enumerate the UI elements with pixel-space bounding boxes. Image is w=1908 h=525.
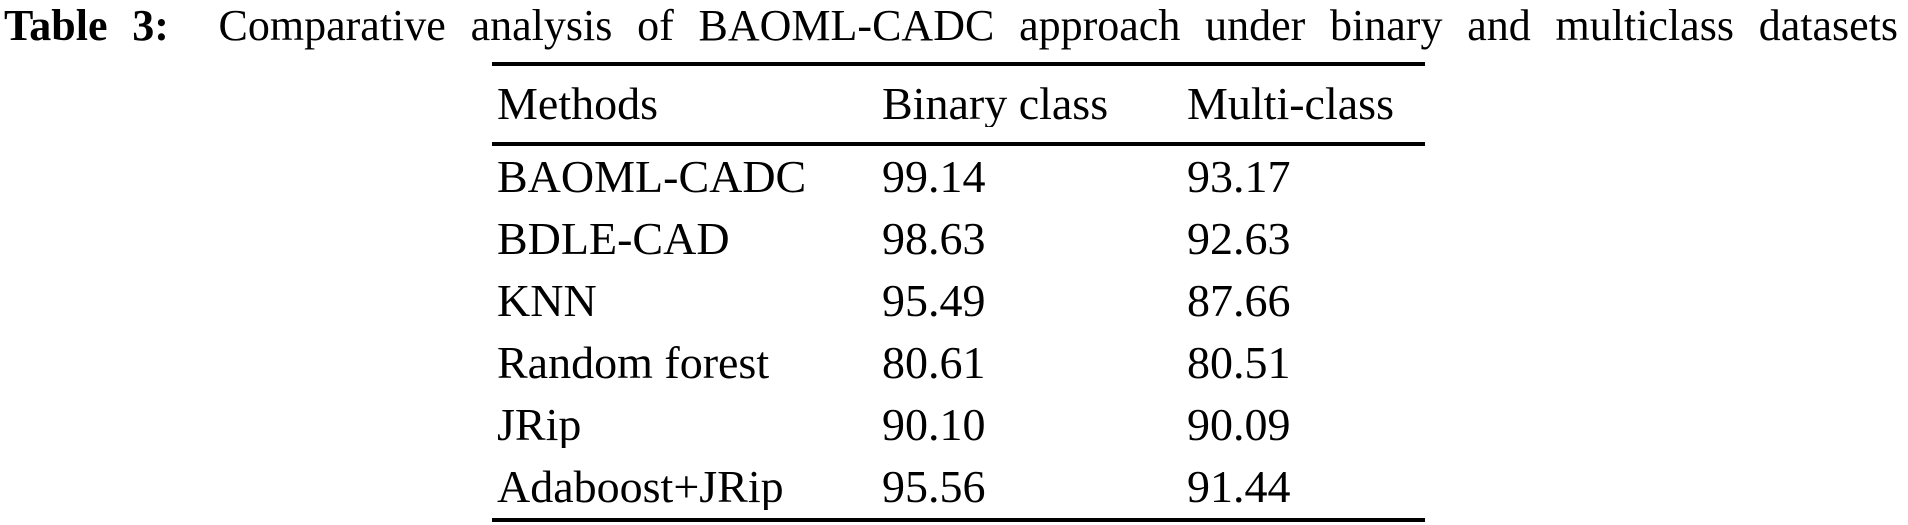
binary-value-cell: 95.56 [882,464,986,510]
multi-value-cell: 93.17 [1187,154,1291,200]
table-top-rule [492,62,1425,66]
table-header-row: Methods Binary class Multi-class [492,66,1425,142]
table-row: KNN 95.49 87.66 [492,270,1425,332]
method-cell: KNN [497,278,597,324]
method-cell: BAOML-CADC [497,154,807,200]
method-cell: JRip [497,402,582,448]
table-header-rule [492,142,1425,146]
caption-text: Comparative analysis of BAOML-CADC appro… [218,1,1899,50]
method-cell: Random forest [497,340,770,386]
table-caption: Table 3: Comparative analysis of BAOML-C… [4,0,1898,52]
binary-value-cell: 90.10 [882,402,986,448]
binary-value-cell: 95.49 [882,278,986,324]
method-cell: Adaboost+JRip [497,464,784,510]
table-bottom-rule [492,518,1425,522]
table-row: Random forest 80.61 80.51 [492,332,1425,394]
caption-label: Table 3: [4,1,169,50]
multi-value-cell: 92.63 [1187,216,1291,262]
multi-value-cell: 80.51 [1187,340,1291,386]
multi-value-cell: 90.09 [1187,402,1291,448]
comparative-analysis-table: Methods Binary class Multi-class BAOML-C… [492,62,1425,522]
column-header-binary-class: Binary class [882,81,1109,127]
table-row: Adaboost+JRip 95.56 91.44 [492,456,1425,518]
column-header-methods: Methods [497,81,658,127]
binary-value-cell: 80.61 [882,340,986,386]
binary-value-cell: 99.14 [882,154,986,200]
multi-value-cell: 87.66 [1187,278,1291,324]
table-row: BAOML-CADC 99.14 93.17 [492,146,1425,208]
table-row: JRip 90.10 90.09 [492,394,1425,456]
binary-value-cell: 98.63 [882,216,986,262]
method-cell: BDLE-CAD [497,216,730,262]
table-row: BDLE-CAD 98.63 92.63 [492,208,1425,270]
multi-value-cell: 91.44 [1187,464,1291,510]
column-header-multi-class: Multi-class [1187,81,1394,127]
